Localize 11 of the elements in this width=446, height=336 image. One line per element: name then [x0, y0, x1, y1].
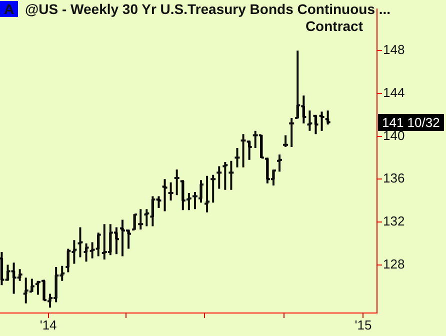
annotation: A: [0, 1, 18, 17]
chart-title: @US - Weekly 30 Yr U.S.Treasury Bonds Continuous ...: [25, 1, 391, 17]
y-tick-label: 128: [383, 256, 405, 272]
y-tick-label: 136: [383, 170, 405, 186]
text: 141 10/32: [378, 114, 444, 131]
x-tick-label: '14: [40, 317, 57, 332]
text: Contract: [305, 18, 363, 34]
y-tick-label: 132: [383, 214, 405, 229]
y-tick-label: 148: [383, 42, 405, 58]
x-tick-label: '15: [354, 317, 372, 332]
y-tick-label: 144: [383, 84, 405, 100]
